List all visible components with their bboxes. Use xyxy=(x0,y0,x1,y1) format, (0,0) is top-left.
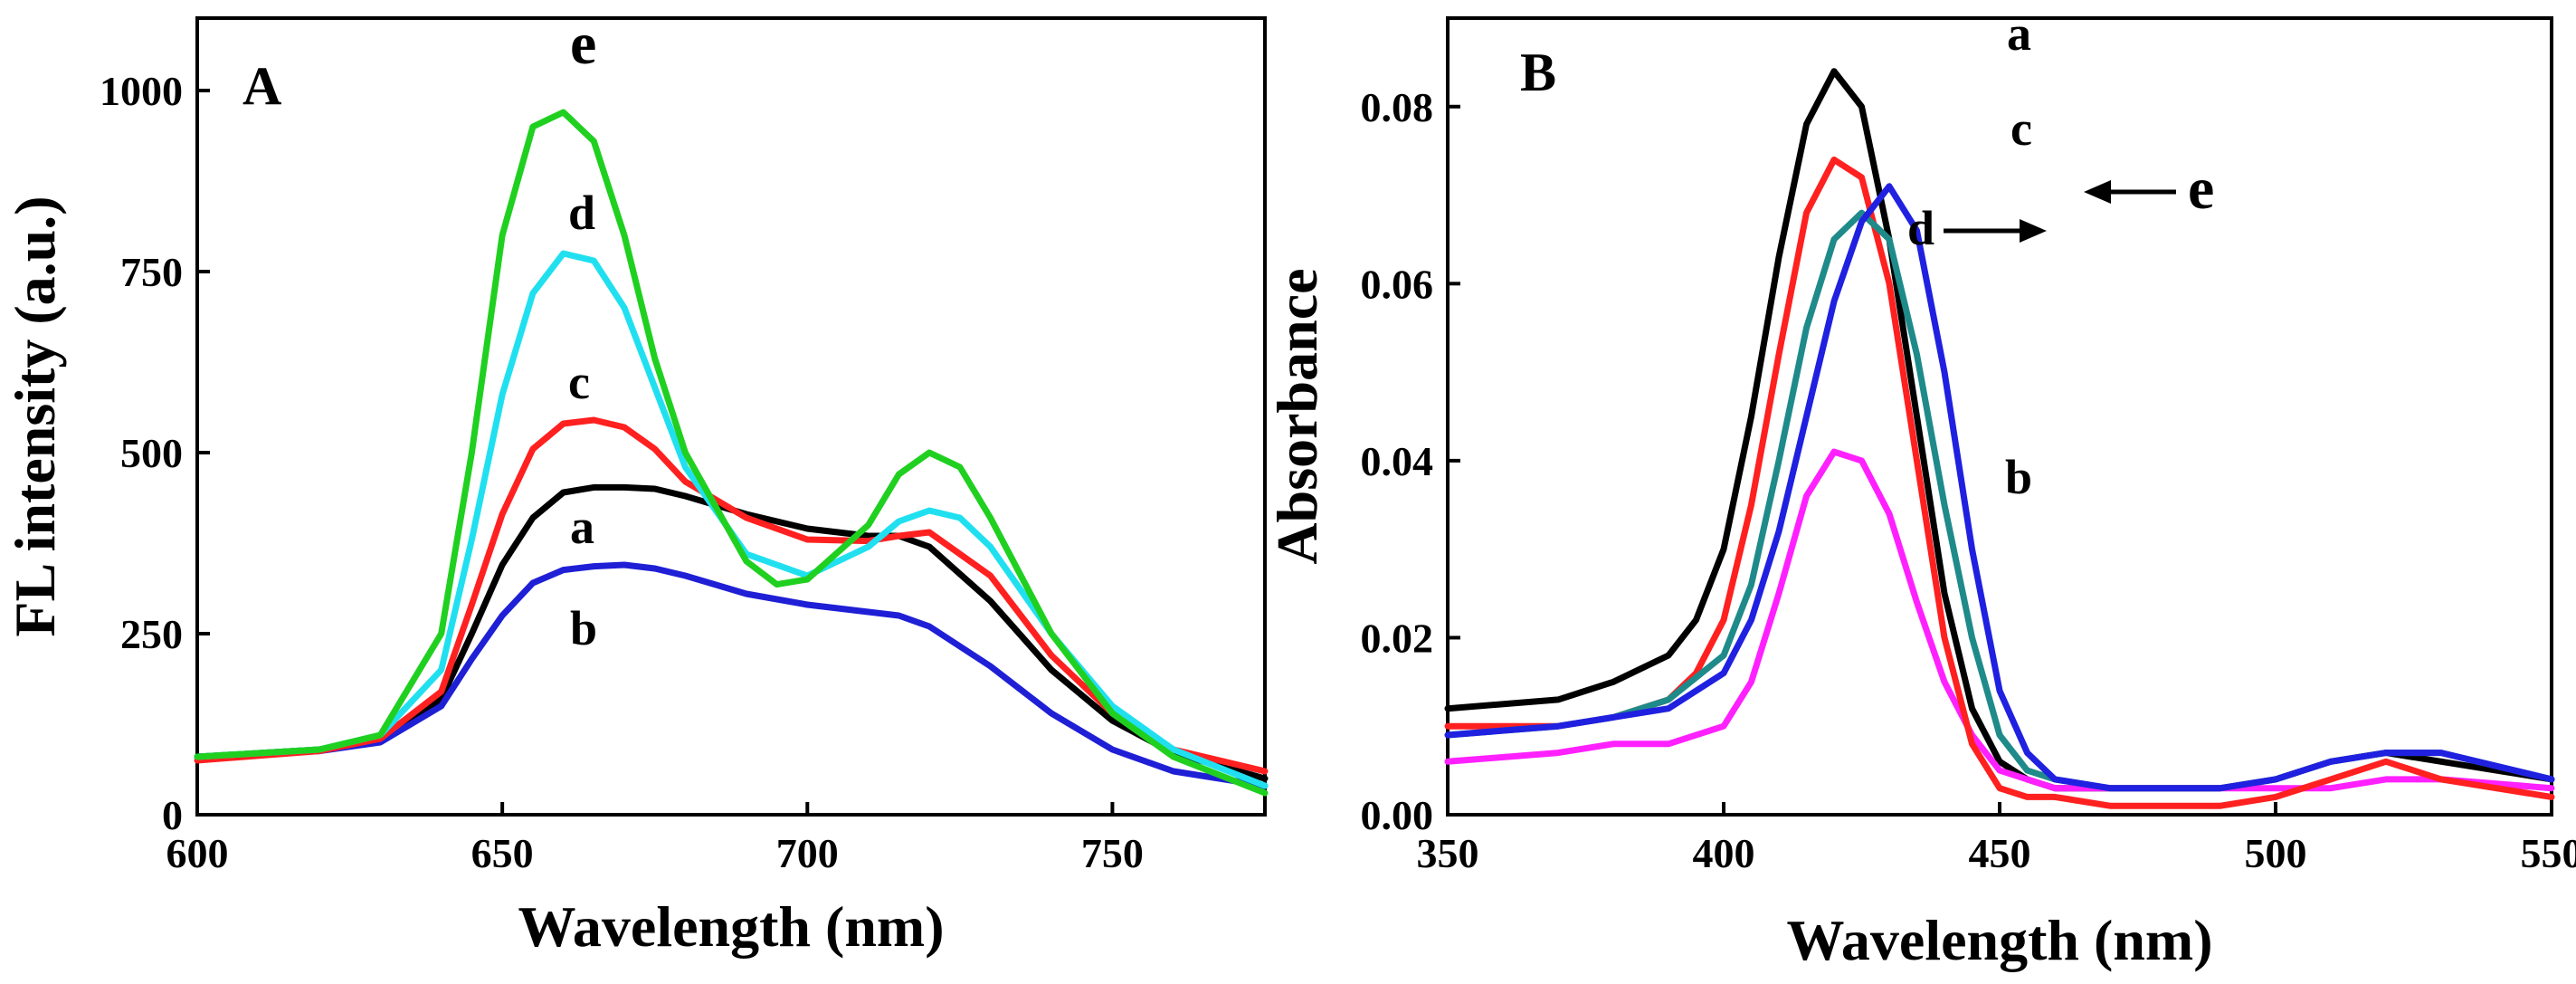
panel-b-xtick-label: 450 xyxy=(1969,830,2031,876)
panel-b-curve-label-a: a xyxy=(2007,6,2031,61)
panel-b-xtick-label: 350 xyxy=(1417,830,1479,876)
panel-a-ytick-label: 500 xyxy=(120,430,183,476)
panel-b-ytick-label: 0.00 xyxy=(1361,792,1434,838)
panel-b-ytick-label: 0.08 xyxy=(1361,84,1434,130)
panel-b-series-e xyxy=(1444,183,2555,792)
panel-a-label: A xyxy=(242,56,281,116)
panel-b-series xyxy=(1444,68,2555,809)
panel-b-ytick-label: 0.04 xyxy=(1361,438,1434,484)
panel-b-curve-label-d: d xyxy=(1907,201,1934,255)
panel-a-curve-label-e: e xyxy=(570,11,596,77)
panel-a-ytick-label: 750 xyxy=(120,249,183,295)
panel-a-xtick-label: 600 xyxy=(166,830,229,876)
panel-a-series-a xyxy=(194,483,1269,782)
panel-a-ytick-label: 1000 xyxy=(100,68,183,114)
panel-a-curve-label-d: d xyxy=(568,186,595,240)
panel-a-curve-label-c: c xyxy=(568,355,590,409)
panel-b-curve-label-e: e xyxy=(2188,156,2214,222)
panel-a-series xyxy=(194,109,1269,797)
panel-a-series-d xyxy=(194,250,1269,789)
panel-b-curve-label-c: c xyxy=(2010,101,2032,156)
panel-a-ylabel: FL intensity (a.u.) xyxy=(3,196,67,636)
panel-a: 600 650 700 750 0 250 500 750 1000 A Wavelength … xyxy=(3,11,1269,959)
panel-a-xtick-label: 750 xyxy=(1081,830,1144,876)
panel-a-xtick-label: 650 xyxy=(471,830,534,876)
panel-b-series-d xyxy=(1444,209,2555,792)
panel-b-curve-label-b: b xyxy=(2005,450,2032,504)
panel-a-curve-label-a: a xyxy=(570,500,594,554)
panel-a-xtick-label: 700 xyxy=(776,830,839,876)
panel-b-label: B xyxy=(1520,43,1556,102)
panel-b-ylabel: Absorbance xyxy=(1265,268,1329,564)
panel-a-xlabel: Wavelength (nm) xyxy=(518,894,944,959)
panel-a-ytick-label: 250 xyxy=(120,611,183,657)
panel-b-series-c xyxy=(1444,156,2555,809)
panel-b-ytick-label: 0.06 xyxy=(1361,261,1434,307)
panel-a-curve-label-b: b xyxy=(570,601,597,655)
panel-b-xtick-label: 550 xyxy=(2521,830,2576,876)
panel-b-xtick-label: 400 xyxy=(1693,830,1755,876)
panel-a-series-b xyxy=(194,561,1269,789)
panel-b-ticks: 350 400 450 500 550 0.00 0.02 0.04 0.06 0.08 xyxy=(1361,84,2576,876)
panel-b-xtick-label: 500 xyxy=(2245,830,2307,876)
panel-b-ytick-label: 0.02 xyxy=(1361,615,1434,661)
panel-a-ytick-label: 0 xyxy=(162,792,183,838)
panel-a-series-c xyxy=(194,416,1269,775)
panel-b-series-b xyxy=(1444,448,2555,792)
panel-b-arrow-d xyxy=(1944,219,2047,243)
panel-a-ticks: 600 650 700 750 0 250 500 750 1000 xyxy=(100,68,1144,876)
panel-b-arrow-e xyxy=(2084,180,2176,204)
panel-a-series-e xyxy=(194,109,1269,797)
panel-a-frame xyxy=(195,16,1267,817)
panel-b: 350 400 450 500 550 0.00 0.02 0.04 0.06 0.08 B Wa… xyxy=(1265,6,2576,972)
panel-b-xlabel: Wavelength (nm) xyxy=(1786,908,2212,972)
